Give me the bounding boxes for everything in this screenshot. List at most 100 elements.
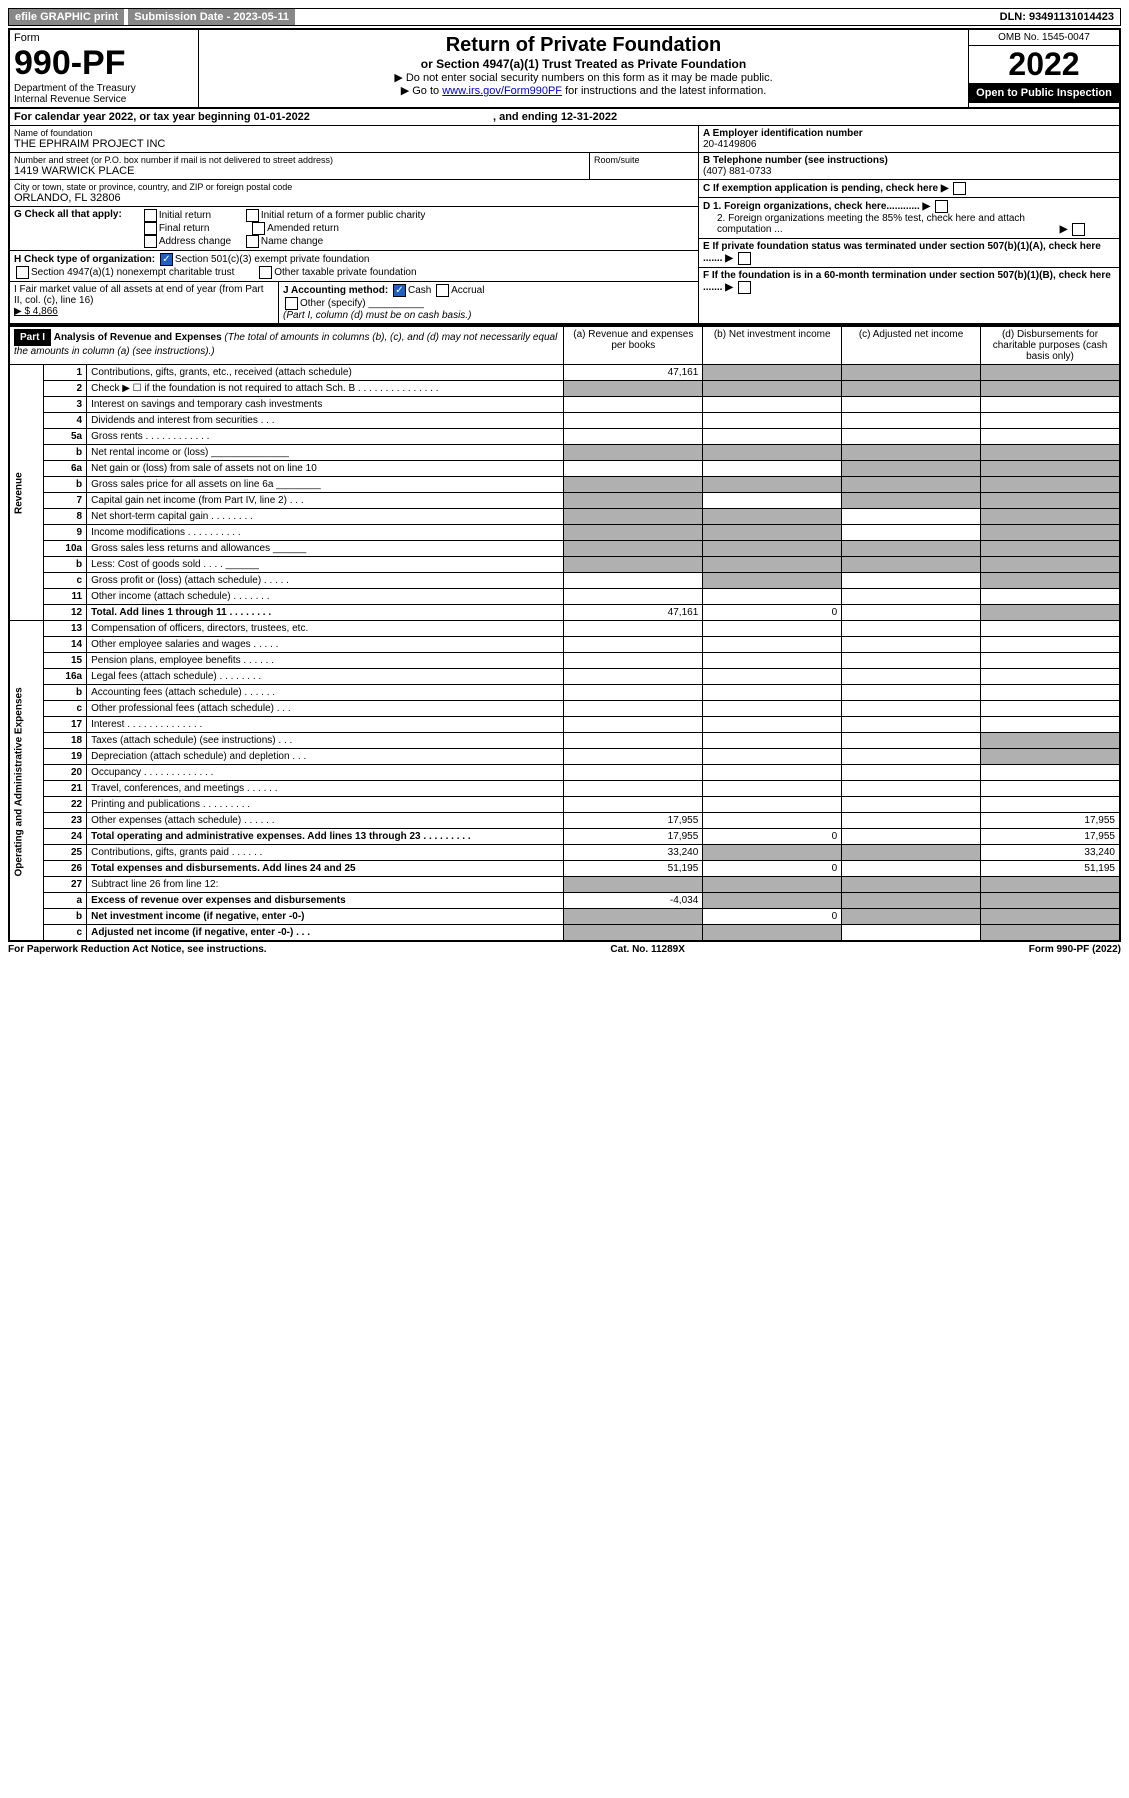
- line-num: c: [43, 701, 86, 717]
- line-desc: Net rental income or (loss) ____________…: [87, 445, 564, 461]
- line-num: 22: [43, 797, 86, 813]
- cb-initial-return[interactable]: [144, 209, 157, 222]
- table-row: 12Total. Add lines 1 through 11 . . . . …: [9, 605, 1120, 621]
- line-desc: Gross rents . . . . . . . . . . . .: [87, 429, 564, 445]
- amount-cell: [842, 589, 981, 605]
- cb-accrual[interactable]: [436, 284, 449, 297]
- line-num: 26: [43, 861, 86, 877]
- amount-cell: [564, 653, 703, 669]
- cb-name-change[interactable]: [246, 235, 259, 248]
- amount-cell: [981, 541, 1120, 557]
- amount-cell: [842, 781, 981, 797]
- room-label: Room/suite: [594, 155, 694, 165]
- amount-cell: [564, 445, 703, 461]
- amount-cell: [981, 909, 1120, 925]
- cb-address-change[interactable]: [144, 235, 157, 248]
- instructions-link[interactable]: www.irs.gov/Form990PF: [442, 85, 562, 97]
- line-desc: Interest . . . . . . . . . . . . . .: [87, 717, 564, 733]
- amount-cell: [842, 797, 981, 813]
- cb-other-method[interactable]: [285, 297, 298, 310]
- col-b: (b) Net investment income: [703, 326, 842, 365]
- amount-cell: [703, 749, 842, 765]
- note1: ▶ Do not enter social security numbers o…: [203, 71, 964, 84]
- line-num: c: [43, 925, 86, 942]
- amount-cell: [981, 893, 1120, 909]
- cb-d1[interactable]: [935, 200, 948, 213]
- amount-cell: [981, 509, 1120, 525]
- amount-cell: [564, 765, 703, 781]
- table-row: 20Occupancy . . . . . . . . . . . . .: [9, 765, 1120, 781]
- table-row: 10aGross sales less returns and allowanc…: [9, 541, 1120, 557]
- amount-cell: [842, 877, 981, 893]
- open-inspection: Open to Public Inspection: [969, 83, 1119, 103]
- cb-amended[interactable]: [252, 222, 265, 235]
- d1-label: D 1. Foreign organizations, check here..…: [703, 201, 920, 212]
- cb-c[interactable]: [953, 182, 966, 195]
- amount-cell: 0: [703, 829, 842, 845]
- calendar-year-row: For calendar year 2022, or tax year begi…: [8, 109, 1121, 126]
- amount-cell: [842, 861, 981, 877]
- cb-4947[interactable]: [16, 266, 29, 279]
- line-num: 18: [43, 733, 86, 749]
- amount-cell: [842, 541, 981, 557]
- amount-cell: [703, 557, 842, 573]
- table-row: bAccounting fees (attach schedule) . . .…: [9, 685, 1120, 701]
- table-row: 4Dividends and interest from securities …: [9, 413, 1120, 429]
- amount-cell: [703, 669, 842, 685]
- cb-d2[interactable]: [1072, 223, 1085, 236]
- cb-f[interactable]: [738, 281, 751, 294]
- table-row: cAdjusted net income (if negative, enter…: [9, 925, 1120, 942]
- part1-header: Part I: [14, 329, 51, 346]
- cb-e[interactable]: [738, 252, 751, 265]
- amount-cell: [842, 893, 981, 909]
- form-number: 990-PF: [14, 44, 194, 83]
- table-row: 18Taxes (attach schedule) (see instructi…: [9, 733, 1120, 749]
- cb-501c3[interactable]: [160, 253, 173, 266]
- cb-cash[interactable]: [393, 284, 406, 297]
- amount-cell: [703, 413, 842, 429]
- amount-cell: 47,161: [564, 365, 703, 381]
- table-row: 2Check ▶ ☐ if the foundation is not requ…: [9, 381, 1120, 397]
- efile-print-button[interactable]: efile GRAPHIC print: [9, 9, 124, 25]
- cb-final-return[interactable]: [144, 222, 157, 235]
- d2-label: 2. Foreign organizations meeting the 85%…: [703, 213, 1057, 235]
- line-desc: Other professional fees (attach schedule…: [87, 701, 564, 717]
- table-row: 26Total expenses and disbursements. Add …: [9, 861, 1120, 877]
- irs: Internal Revenue Service: [14, 94, 194, 105]
- cb-other-taxable[interactable]: [259, 266, 272, 279]
- top-bar: efile GRAPHIC print Submission Date - 20…: [8, 8, 1121, 26]
- amount-cell: 47,161: [564, 605, 703, 621]
- amount-cell: [703, 621, 842, 637]
- amount-cell: [703, 589, 842, 605]
- amount-cell: [564, 781, 703, 797]
- line-desc: Contributions, gifts, grants paid . . . …: [87, 845, 564, 861]
- foundation-name: THE EPHRAIM PROJECT INC: [14, 138, 694, 150]
- line-desc: Gross sales less returns and allowances …: [87, 541, 564, 557]
- amount-cell: [842, 701, 981, 717]
- amount-cell: [703, 541, 842, 557]
- line-desc: Accounting fees (attach schedule) . . . …: [87, 685, 564, 701]
- table-row: 22Printing and publications . . . . . . …: [9, 797, 1120, 813]
- amount-cell: [564, 669, 703, 685]
- table-row: 11Other income (attach schedule) . . . .…: [9, 589, 1120, 605]
- amount-cell: 17,955: [564, 829, 703, 845]
- line-num: c: [43, 573, 86, 589]
- j-label: J Accounting method:: [283, 285, 388, 296]
- table-row: Operating and Administrative Expenses13C…: [9, 621, 1120, 637]
- footer-mid: Cat. No. 11289X: [610, 944, 684, 955]
- amount-cell: [703, 637, 842, 653]
- line-desc: Excess of revenue over expenses and disb…: [87, 893, 564, 909]
- line-desc: Income modifications . . . . . . . . . .: [87, 525, 564, 541]
- address: 1419 WARWICK PLACE: [14, 165, 585, 177]
- omb: OMB No. 1545-0047: [969, 30, 1119, 46]
- line-num: 3: [43, 397, 86, 413]
- ein: 20-4149806: [703, 139, 756, 150]
- cb-initial-former[interactable]: [246, 209, 259, 222]
- amount-cell: [981, 877, 1120, 893]
- amount-cell: [564, 557, 703, 573]
- line-num: 9: [43, 525, 86, 541]
- amount-cell: [981, 605, 1120, 621]
- h-label: H Check type of organization:: [14, 254, 155, 265]
- g-label: G Check all that apply:: [14, 209, 122, 220]
- line-num: 21: [43, 781, 86, 797]
